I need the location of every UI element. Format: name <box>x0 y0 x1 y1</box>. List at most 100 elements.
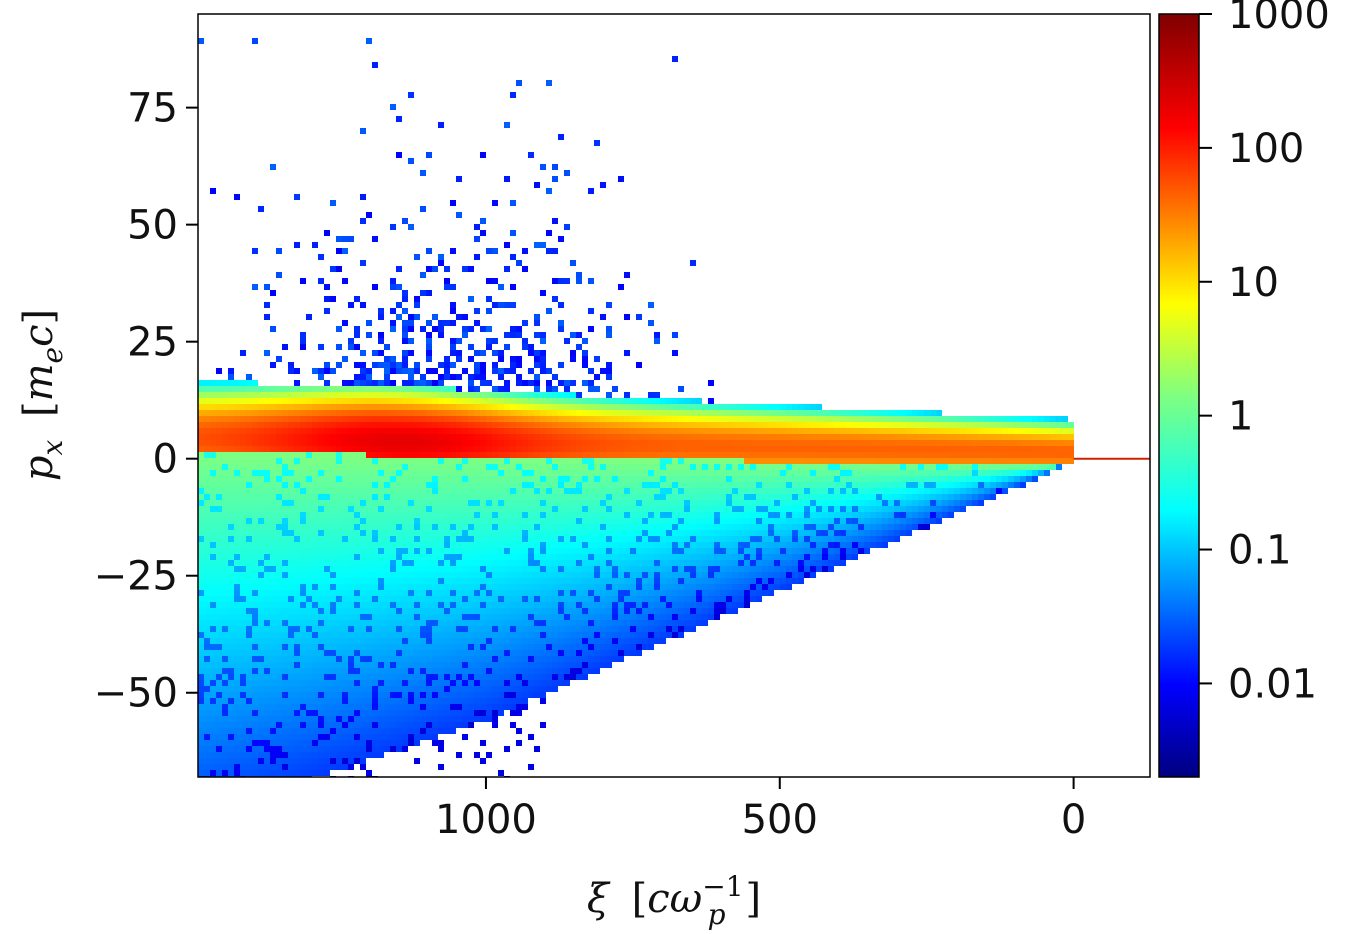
heatmap-cell <box>606 578 612 584</box>
heatmap-cell <box>492 482 498 488</box>
heatmap-cell <box>414 446 420 452</box>
heatmap-cell <box>444 422 450 428</box>
heatmap-cell <box>588 548 594 554</box>
heatmap-cell <box>366 332 372 338</box>
heatmap-cell <box>480 482 486 488</box>
heatmap-cell <box>582 338 588 344</box>
heatmap-cell <box>444 584 450 590</box>
heatmap-cell <box>222 656 228 662</box>
heatmap-cell <box>384 398 390 404</box>
heatmap-cell <box>528 644 534 650</box>
heatmap-cell <box>366 770 372 776</box>
heatmap-cell <box>516 404 522 410</box>
heatmap-cell <box>330 764 336 770</box>
heatmap-cell <box>456 710 462 716</box>
heatmap-cell <box>270 488 276 494</box>
heatmap-cell <box>294 542 300 548</box>
heatmap-cell <box>270 326 276 332</box>
heatmap-cell <box>198 530 204 536</box>
heatmap-cell <box>444 524 450 530</box>
heatmap-cell <box>546 416 552 422</box>
heatmap-cell <box>432 650 438 656</box>
heatmap-cell <box>312 638 318 644</box>
heatmap-cell <box>462 398 468 404</box>
heatmap-cell <box>438 260 444 266</box>
heatmap-cell <box>258 752 264 758</box>
heatmap-cell <box>438 554 444 560</box>
heatmap-cell <box>438 746 444 752</box>
heatmap-cell <box>648 572 654 578</box>
heatmap-cell <box>486 296 492 302</box>
heatmap-cell <box>216 668 222 674</box>
heatmap-cell <box>342 380 348 386</box>
heatmap-cell <box>360 584 366 590</box>
heatmap-cell <box>330 296 336 302</box>
heatmap-cell <box>216 710 222 716</box>
heatmap-cell <box>594 482 600 488</box>
heatmap-cell <box>336 548 342 554</box>
heatmap-cell <box>420 524 426 530</box>
heatmap-cell <box>648 464 654 470</box>
heatmap-cell <box>594 494 600 500</box>
heatmap-cell <box>498 368 504 374</box>
heatmap-cell <box>378 572 384 578</box>
heatmap-cell <box>204 626 210 632</box>
heatmap-cell <box>480 668 486 674</box>
heatmap-cell <box>534 530 540 536</box>
heatmap-cell <box>426 266 432 272</box>
heatmap-cell <box>366 614 372 620</box>
heatmap-cell <box>252 434 258 440</box>
heatmap-cell <box>228 518 234 524</box>
heatmap-cell <box>228 536 234 542</box>
heatmap-cell <box>312 572 318 578</box>
heatmap-cell <box>540 452 546 458</box>
heatmap-cell <box>510 398 516 404</box>
heatmap-cell <box>240 746 246 752</box>
heatmap-cell <box>216 452 222 458</box>
heatmap-cell <box>582 476 588 482</box>
heatmap-cell <box>228 410 234 416</box>
heatmap-cell <box>360 614 366 620</box>
heatmap-cell <box>342 470 348 476</box>
heatmap-cell <box>540 674 546 680</box>
heatmap-cell <box>222 440 228 446</box>
heatmap-cell <box>360 422 366 428</box>
heatmap-cell <box>396 584 402 590</box>
heatmap-cell <box>666 512 672 518</box>
heatmap-cell <box>642 470 648 476</box>
heatmap-cell <box>366 422 372 428</box>
heatmap-cell <box>618 536 624 542</box>
heatmap-cell <box>366 482 372 488</box>
heatmap-cell <box>372 614 378 620</box>
heatmap-cell <box>318 728 324 734</box>
heatmap-cell <box>474 500 480 506</box>
heatmap-cell <box>552 602 558 608</box>
heatmap-cell <box>576 482 582 488</box>
heatmap-cell <box>402 434 408 440</box>
heatmap-cell <box>294 578 300 584</box>
heatmap-cell <box>216 416 222 422</box>
heatmap-cell <box>348 638 354 644</box>
heatmap-cell <box>246 722 252 728</box>
heatmap-cell <box>534 614 540 620</box>
heatmap-cell <box>366 404 372 410</box>
heatmap-cell <box>270 542 276 548</box>
heatmap-cell <box>378 746 384 752</box>
heatmap-cell <box>654 524 660 530</box>
heatmap-cell <box>264 656 270 662</box>
heatmap-cell <box>624 638 630 644</box>
heatmap-cell <box>336 638 342 644</box>
heatmap-cell <box>294 590 300 596</box>
heatmap-cell <box>636 584 642 590</box>
heatmap-cell <box>510 446 516 452</box>
heatmap-cell <box>660 518 666 524</box>
heatmap-cell <box>366 488 372 494</box>
heatmap-cell <box>570 548 576 554</box>
heatmap-cell <box>570 626 576 632</box>
heatmap-cell <box>210 422 216 428</box>
heatmap-cell <box>630 644 636 650</box>
heatmap-cell <box>630 398 636 404</box>
heatmap-cell <box>426 524 432 530</box>
heatmap-cell <box>360 548 366 554</box>
heatmap-cell <box>216 716 222 722</box>
